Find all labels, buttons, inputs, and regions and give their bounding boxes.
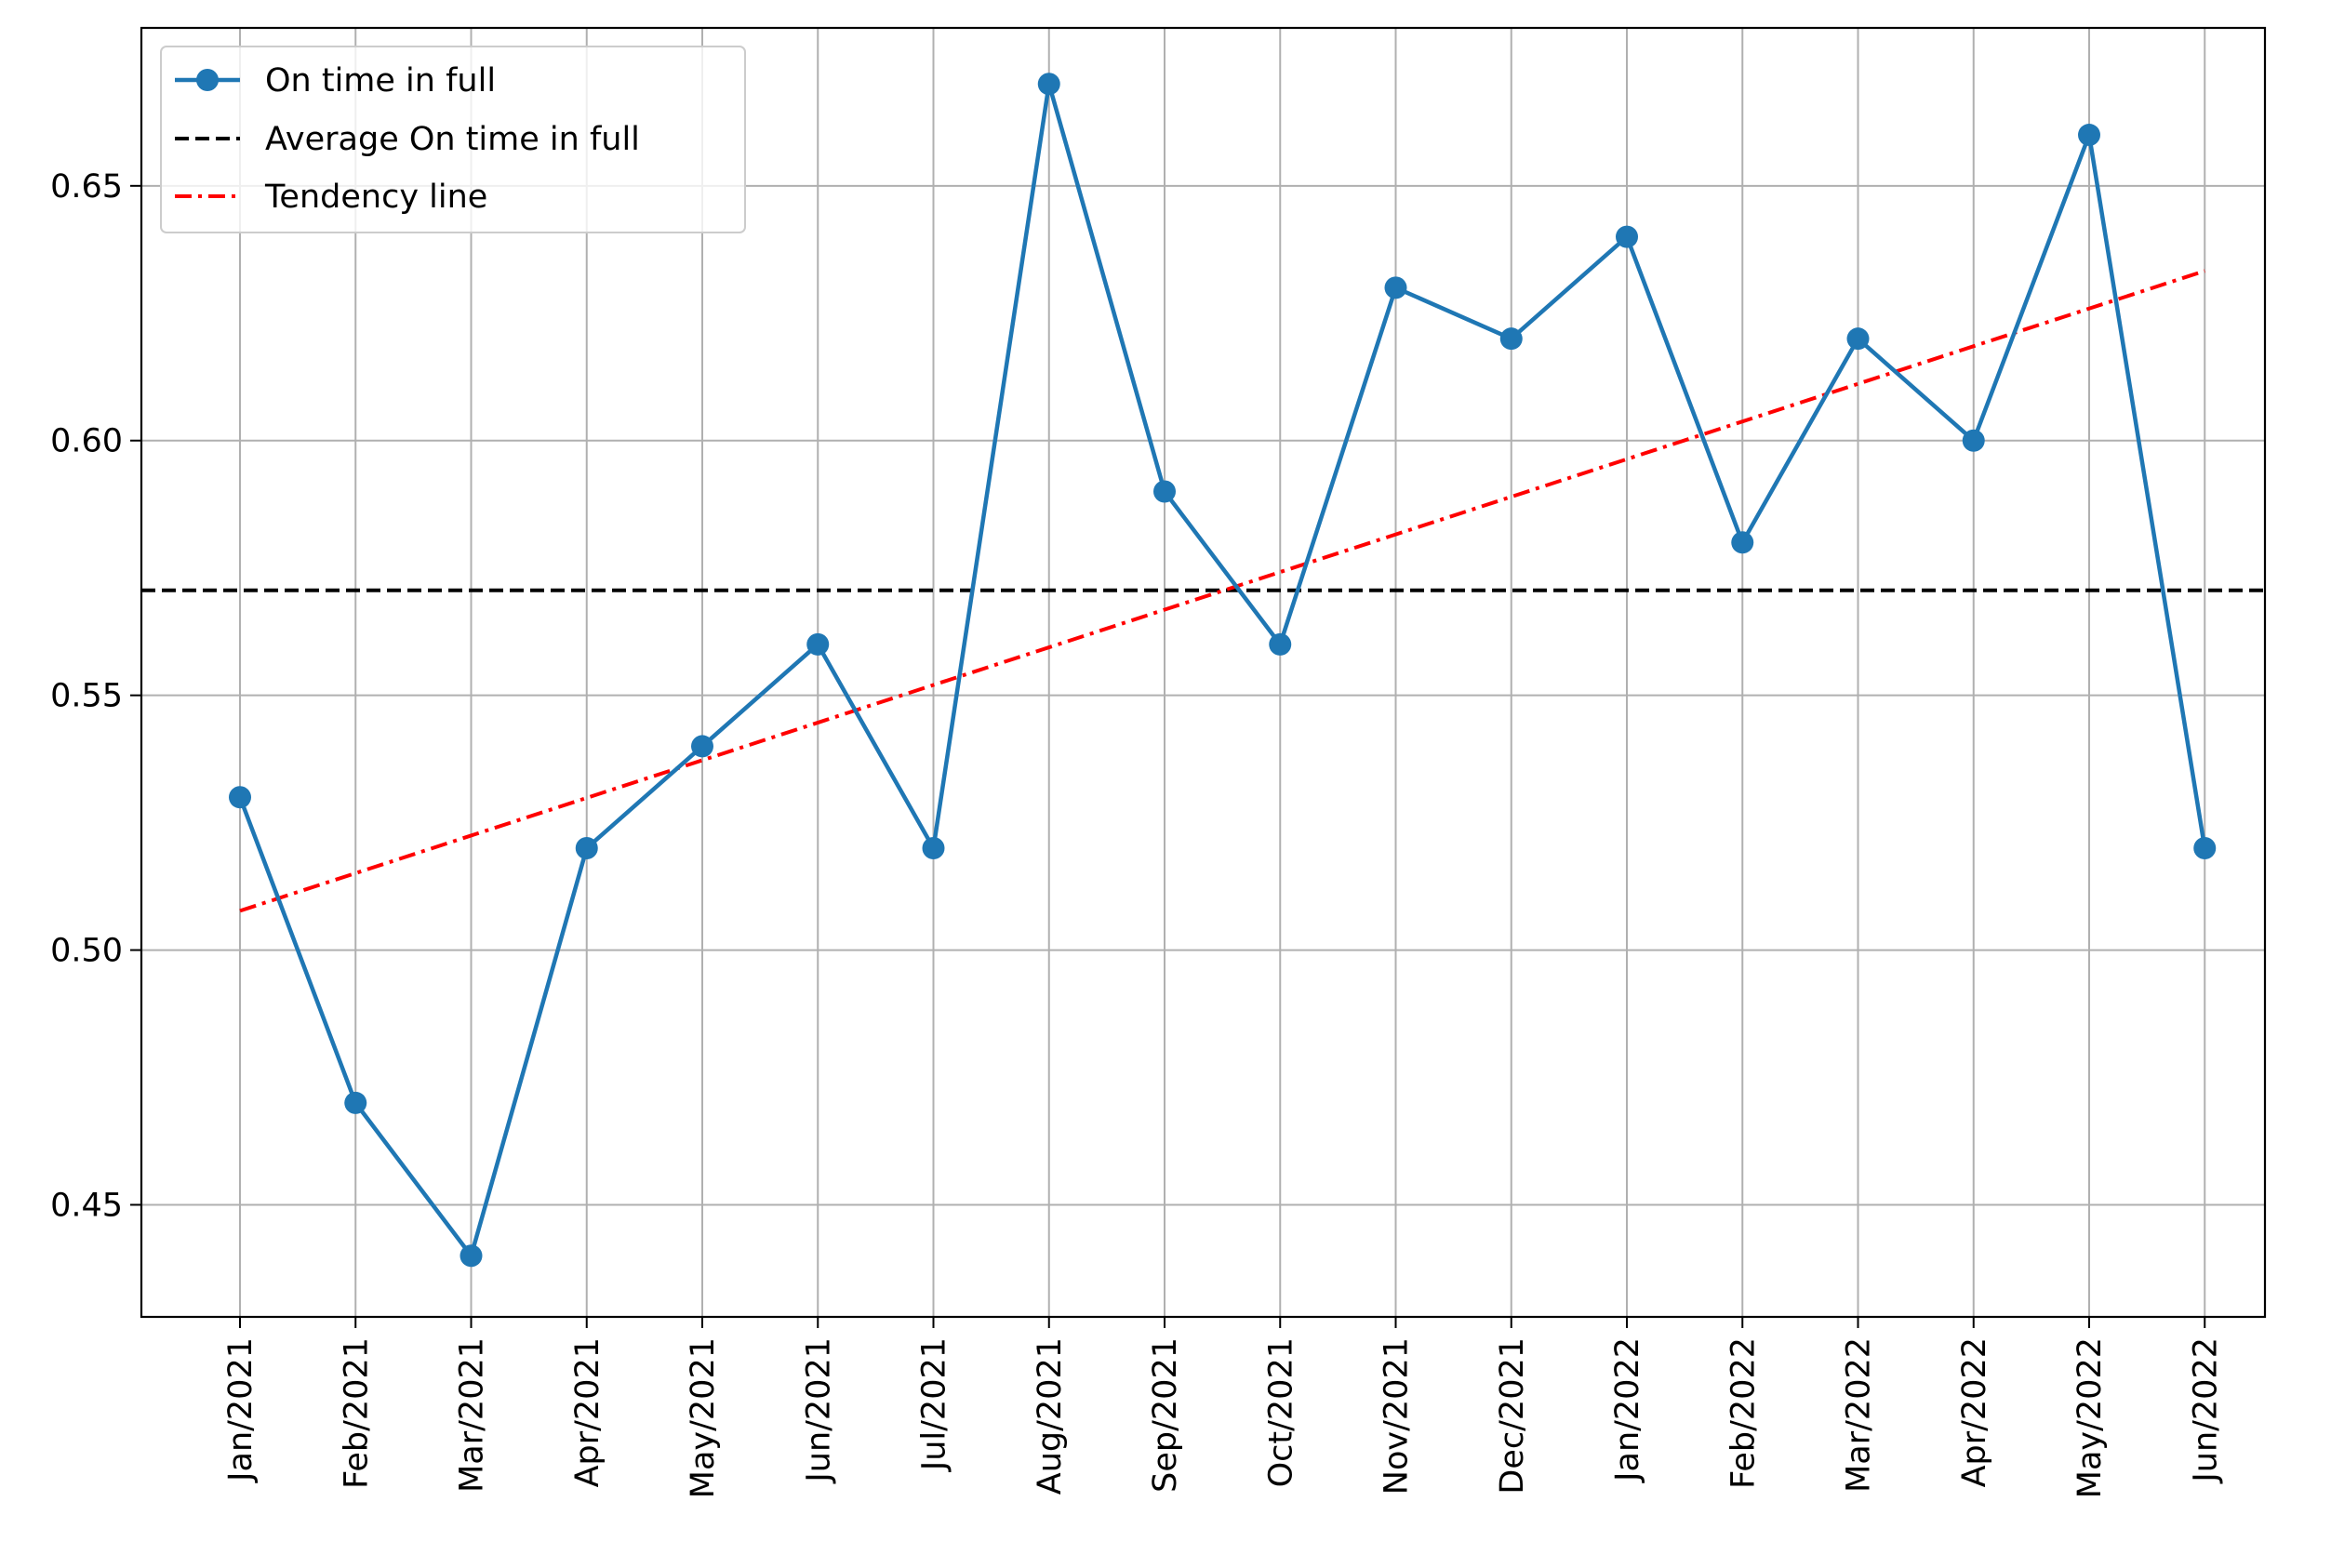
x-tick-label: Oct/2021 xyxy=(1262,1337,1299,1487)
legend: On time in full Average On time in full Te… xyxy=(160,46,746,233)
data-point-marker xyxy=(691,735,713,758)
y-tick-label: 0.45 xyxy=(50,1187,123,1224)
x-tick-label: Jan/2022 xyxy=(1609,1337,1646,1483)
x-tick-label: Feb/2022 xyxy=(1725,1337,1762,1489)
grid xyxy=(141,28,2265,1317)
legend-box xyxy=(160,46,746,233)
on-time-in-full-line xyxy=(237,82,2207,1258)
x-tick-label: Jan/2021 xyxy=(222,1337,260,1483)
data-point-marker xyxy=(1037,73,1060,96)
x-tick-label: Dec/2021 xyxy=(1494,1337,1531,1495)
x-tick-label: Sep/2021 xyxy=(1147,1337,1184,1493)
data-point-marker xyxy=(1384,276,1407,299)
x-tick-label: Jun/2021 xyxy=(800,1337,837,1484)
data-point-marker xyxy=(1269,632,1292,656)
data-point-marker xyxy=(460,1244,483,1268)
data-point-marker xyxy=(575,837,598,859)
data-point-marker xyxy=(1731,531,1754,554)
legend-marker-on-time-in-full xyxy=(196,69,219,91)
data-point-marker xyxy=(806,632,830,656)
plot-frame xyxy=(140,26,2267,1319)
x-tick-label: Apr/2021 xyxy=(569,1337,606,1487)
data-point-marker xyxy=(1962,429,1985,452)
data-point-marker xyxy=(1846,327,1870,351)
legend-label: On time in full xyxy=(265,62,496,100)
data-point-marker xyxy=(922,837,945,859)
data-point-marker xyxy=(344,1091,367,1114)
y-tick-label: 0.50 xyxy=(50,933,123,970)
data-point-marker xyxy=(2193,837,2217,859)
data-point-marker xyxy=(2078,124,2100,147)
ticks: Jan/2021 Feb/2021 Mar/2021 Apr/2021 May/2021… xyxy=(50,168,2224,1498)
data-point-marker xyxy=(1499,327,1523,351)
x-tick-label: Nov/2021 xyxy=(1379,1337,1416,1495)
x-tick-label: Mar/2022 xyxy=(1841,1337,1878,1493)
legend-label: Tendency line xyxy=(264,179,487,216)
data-point-marker xyxy=(1616,225,1638,248)
data-point-marker xyxy=(229,786,251,809)
legend-label: Average On time in full xyxy=(265,121,640,158)
y-tick-label: 0.55 xyxy=(50,678,123,715)
x-tick-label: May/2021 xyxy=(685,1337,722,1498)
x-tick-label: Feb/2021 xyxy=(338,1337,375,1489)
x-tick-label: Apr/2022 xyxy=(1956,1337,1993,1487)
x-tick-label: Jun/2022 xyxy=(2187,1337,2224,1484)
y-tick-label: 0.65 xyxy=(50,168,123,206)
x-tick-label: Aug/2021 xyxy=(1032,1337,1069,1495)
x-tick-label: Mar/2021 xyxy=(454,1337,491,1493)
y-tick-label: 0.60 xyxy=(50,423,123,460)
x-tick-label: Jul/2021 xyxy=(916,1337,953,1472)
tendency-line xyxy=(239,269,2205,913)
x-tick-label: May/2022 xyxy=(2071,1337,2109,1498)
series-layer xyxy=(141,73,2265,1268)
data-point-marker xyxy=(1153,480,1176,503)
